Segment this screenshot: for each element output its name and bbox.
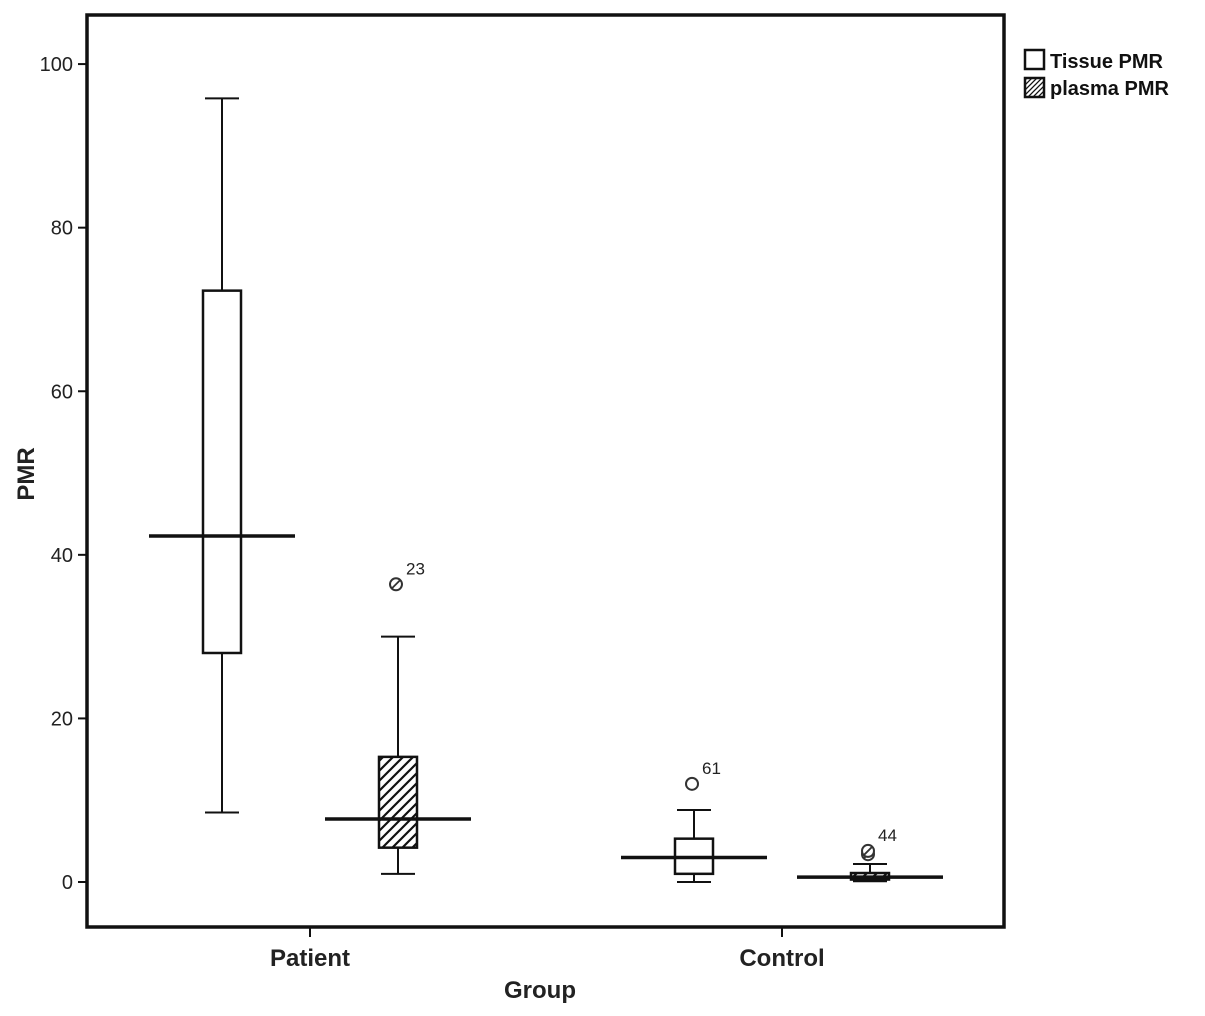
box-plasma-pmr-control: 44 [797, 826, 943, 883]
outlier-marker [685, 776, 699, 791]
y-tick-label: 60 [51, 381, 73, 403]
box-tissue-pmr-patient [149, 97, 295, 814]
x-axis-title: Group [504, 977, 576, 1004]
y-tick-label: 20 [51, 708, 73, 730]
legend-swatch-plasma-pmr [1023, 76, 1046, 99]
box-tissue-pmr-control: 61 [621, 759, 767, 884]
iqr-box [201, 289, 243, 655]
y-tick-label: 80 [51, 218, 73, 240]
outlier-label: 61 [702, 759, 721, 778]
plot-frame [85, 13, 1006, 929]
category-label-control: Control [739, 945, 824, 972]
legend-label-plasma-pmr: plasma PMR [1050, 78, 1169, 100]
boxes-layer: 61 23 44 [149, 97, 943, 884]
y-tick-label: 0 [62, 872, 73, 894]
box-plasma-pmr-patient: 23 [325, 559, 471, 875]
y-axis-title: PMR [13, 447, 40, 500]
outlier-hatch [391, 579, 401, 589]
y-axis: 0 20 40 60 80 100 [40, 54, 87, 894]
outlier-hatch [863, 846, 873, 856]
outlier-label: 44 [878, 826, 897, 845]
legend: Tissue PMR plasma PMR [1023, 48, 1169, 100]
y-tick-label: 100 [40, 54, 73, 76]
category-label-patient: Patient [270, 945, 350, 972]
legend-swatch-tissue-pmr [1023, 48, 1046, 71]
y-tick-label: 40 [51, 545, 73, 567]
outlier-label: 23 [406, 559, 425, 578]
legend-label-tissue-pmr: Tissue PMR [1050, 51, 1164, 73]
iqr-box [377, 755, 419, 849]
x-axis: Patient Control [270, 927, 825, 972]
